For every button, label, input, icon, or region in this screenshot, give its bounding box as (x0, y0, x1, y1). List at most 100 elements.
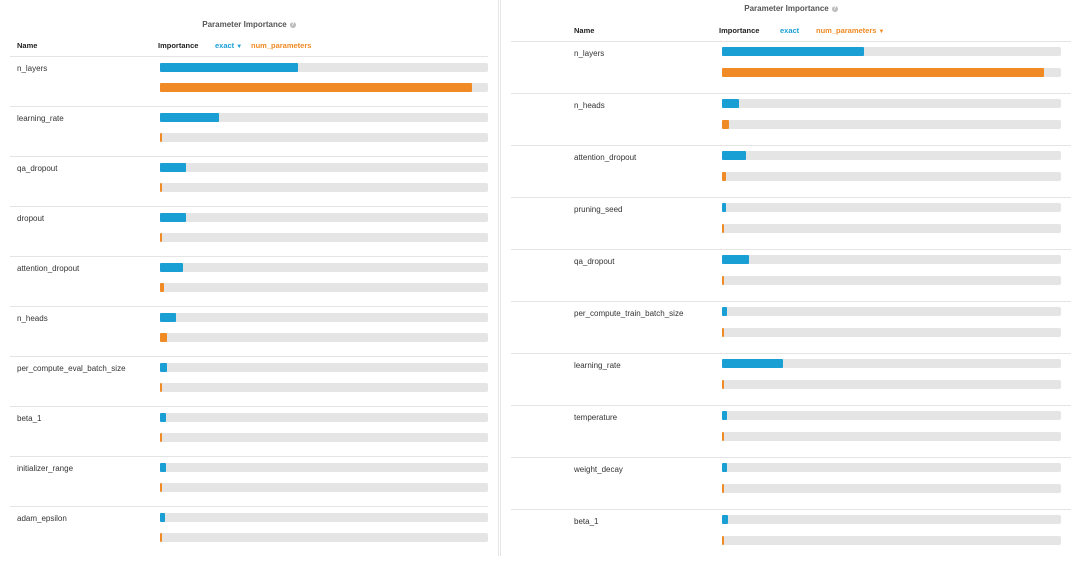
exact-metric-dropdown[interactable]: exact ▼ (215, 41, 242, 50)
parameter-name: qa_dropout (17, 164, 58, 173)
exact-importance-bar (722, 203, 727, 212)
table-row[interactable]: qa_dropout (10, 156, 488, 207)
exact-importance-track (160, 513, 488, 522)
num-parameters-metric-label[interactable]: num_parameters (251, 41, 312, 50)
exact-importance-bar (160, 163, 187, 172)
exact-importance-bar (722, 99, 739, 108)
num-parameters-importance-bar (160, 333, 167, 342)
exact-importance-track (160, 463, 488, 472)
exact-metric-label[interactable]: exact (780, 26, 800, 35)
caret-down-icon: ▼ (236, 44, 243, 50)
num-parameters-importance-bar (722, 68, 1045, 77)
num-parameters-importance-track (160, 283, 488, 292)
table-row[interactable]: learning_rate (10, 106, 488, 157)
exact-importance-bar (160, 513, 166, 522)
num-parameters-importance-bar (722, 172, 727, 181)
table-row[interactable]: per_compute_eval_batch_size (10, 356, 488, 407)
num-parameters-importance-track (722, 172, 1061, 181)
parameter-name: n_layers (574, 49, 605, 58)
exact-importance-track (160, 63, 488, 72)
name-column-header: Name (17, 41, 38, 50)
exact-importance-bar (722, 47, 865, 56)
table-row[interactable]: beta_1 (10, 406, 488, 457)
exact-importance-bar (160, 263, 183, 272)
num-parameters-importance-bar (160, 533, 162, 542)
parameter-name: learning_rate (574, 361, 621, 370)
num-parameters-importance-bar (160, 483, 162, 492)
table-row[interactable]: n_layers (511, 41, 1071, 94)
table-row[interactable]: attention_dropout (511, 145, 1071, 198)
num-parameters-importance-bar (722, 328, 724, 337)
name-column-header: Name (574, 26, 595, 35)
table-row[interactable]: qa_dropout (511, 249, 1071, 302)
exact-importance-track (722, 47, 1061, 56)
table-row[interactable]: attention_dropout (10, 256, 488, 307)
table-row[interactable]: n_heads (10, 306, 488, 357)
exact-importance-bar (160, 113, 220, 122)
table-row[interactable]: beta_1 (511, 509, 1071, 562)
column-header-row: Name Importance exact num_parameters ▼ (501, 26, 1080, 40)
column-header-row: Name Importance exact ▼ num_parameters (0, 41, 498, 55)
parameter-name: per_compute_train_batch_size (574, 309, 684, 318)
parameter-name: attention_dropout (574, 153, 637, 162)
exact-importance-bar (722, 515, 729, 524)
table-row[interactable]: per_compute_train_batch_size (511, 301, 1071, 354)
parameter-name: beta_1 (574, 517, 599, 526)
num-parameters-importance-bar (722, 224, 724, 233)
table-row[interactable]: weight_decay (511, 457, 1071, 510)
table-row[interactable]: learning_rate (511, 353, 1071, 406)
exact-importance-bar (160, 63, 298, 72)
exact-importance-track (160, 313, 488, 322)
num-parameters-importance-bar (160, 283, 164, 292)
exact-importance-bar (160, 313, 177, 322)
table-row[interactable]: adam_epsilon (10, 506, 488, 557)
table-row[interactable]: n_layers (10, 56, 488, 107)
num-parameters-importance-track (722, 68, 1061, 77)
exact-importance-bar (722, 307, 727, 316)
num-parameters-importance-bar (722, 536, 724, 545)
parameter-name: beta_1 (17, 414, 42, 423)
num-parameters-importance-track (722, 328, 1061, 337)
table-row[interactable]: initializer_range (10, 456, 488, 507)
exact-importance-track (722, 203, 1061, 212)
parameter-name: qa_dropout (574, 257, 615, 266)
exact-importance-bar (722, 255, 750, 264)
num-parameters-importance-bar (160, 133, 162, 142)
parameter-importance-panel-right: Parameter Importance? Name Importance ex… (500, 0, 1080, 556)
parameter-name: n_heads (574, 101, 605, 110)
num-parameters-importance-track (722, 276, 1061, 285)
importance-column-header: Importance (158, 41, 199, 50)
exact-importance-bar (160, 213, 187, 222)
parameter-name: weight_decay (574, 465, 623, 474)
num-parameters-importance-bar (722, 432, 724, 441)
num-parameters-importance-track (160, 233, 488, 242)
exact-importance-track (722, 255, 1061, 264)
num-parameters-importance-track (722, 120, 1061, 129)
parameter-name: n_layers (17, 64, 48, 73)
table-row[interactable]: temperature (511, 405, 1071, 458)
table-row[interactable]: dropout (10, 206, 488, 257)
num-parameters-metric-dropdown[interactable]: num_parameters ▼ (816, 26, 884, 35)
parameter-importance-panel-left: Parameter Importance? Name Importance ex… (0, 0, 499, 556)
num-parameters-importance-bar (160, 233, 162, 242)
exact-importance-bar (722, 359, 784, 368)
num-parameters-importance-track (722, 432, 1061, 441)
num-parameters-importance-bar (160, 433, 162, 442)
num-parameters-importance-bar (160, 183, 162, 192)
question-circle-icon[interactable]: ? (831, 5, 838, 12)
num-parameters-importance-track (722, 224, 1061, 233)
num-parameters-importance-track (722, 484, 1061, 493)
parameter-name: temperature (574, 413, 618, 422)
parameter-name: initializer_range (17, 464, 74, 473)
exact-metric-label: exact (215, 41, 235, 50)
num-parameters-importance-bar (160, 83, 472, 92)
parameter-name: adam_epsilon (17, 514, 67, 523)
table-row[interactable]: n_heads (511, 93, 1071, 146)
exact-importance-track (160, 163, 488, 172)
num-parameters-importance-track (160, 533, 488, 542)
table-row[interactable]: pruning_seed (511, 197, 1071, 250)
exact-importance-bar (722, 463, 727, 472)
question-circle-icon[interactable]: ? (289, 21, 296, 28)
exact-importance-bar (722, 411, 727, 420)
num-parameters-importance-track (160, 383, 488, 392)
